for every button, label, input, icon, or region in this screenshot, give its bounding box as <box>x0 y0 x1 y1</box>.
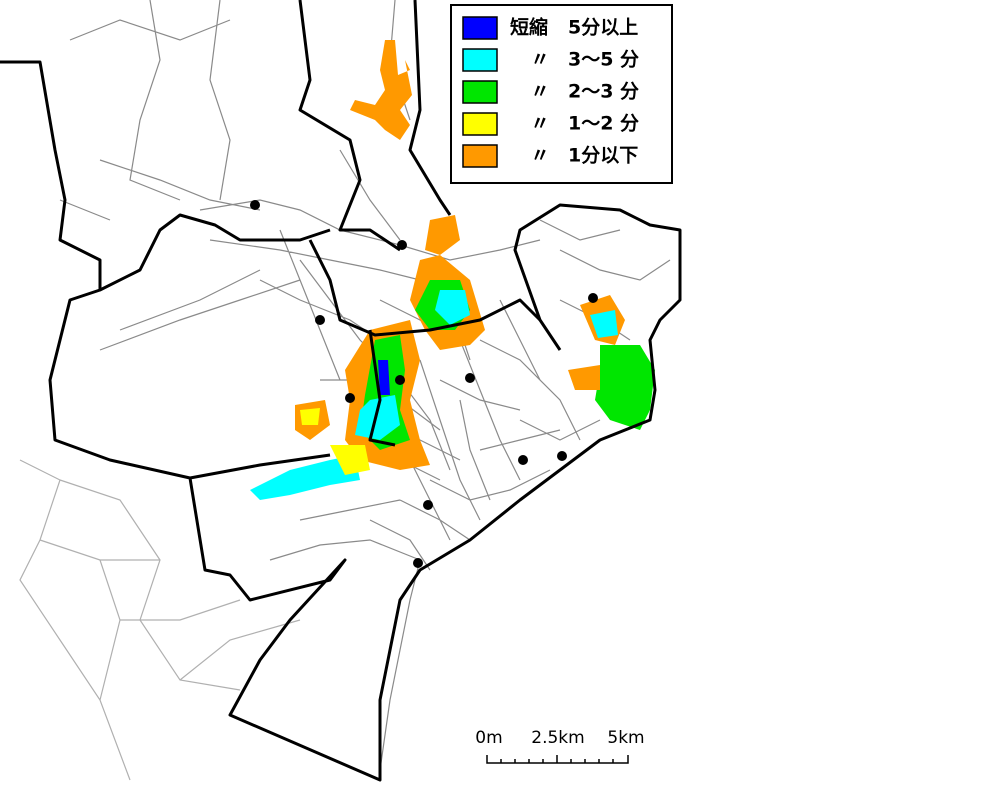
scale-line <box>486 755 629 764</box>
boundary <box>99 0 542 480</box>
station <box>397 240 407 250</box>
legend-swatch <box>462 48 498 72</box>
legend-prefix: 〃 <box>530 145 549 167</box>
legend-swatch <box>462 80 498 104</box>
legend-prefix: 短縮 <box>510 16 548 39</box>
station <box>423 500 433 510</box>
area <box>250 455 360 500</box>
area <box>300 408 320 425</box>
area <box>568 365 600 390</box>
legend-swatch <box>462 16 498 40</box>
area <box>378 360 390 395</box>
scale-label: 2.5km <box>531 728 584 748</box>
area <box>595 345 655 430</box>
legend-swatch <box>462 144 498 168</box>
scale-bar: 0m 2.5km 5km <box>475 728 645 764</box>
station <box>588 293 598 303</box>
legend-label: 1分以下 <box>568 145 638 167</box>
area <box>590 310 618 338</box>
road <box>19 459 301 781</box>
legend-label: 2～3 分 <box>568 81 639 103</box>
station <box>315 315 325 325</box>
boundary <box>0 60 682 782</box>
legend-prefix: 〃 <box>530 113 549 135</box>
stations <box>250 200 598 568</box>
area <box>355 395 400 440</box>
station <box>518 455 528 465</box>
station <box>345 393 355 403</box>
area <box>330 445 370 475</box>
area <box>435 290 470 325</box>
scale-label: 5km <box>607 728 644 748</box>
area <box>350 40 412 140</box>
scale-label: 0m <box>475 728 502 748</box>
legend-prefix: 〃 <box>530 81 549 103</box>
station <box>465 373 475 383</box>
area <box>425 215 460 255</box>
legend: 短縮 5分以上〃 3～5 分〃 2～3 分〃 1～2 分〃 1分以下 <box>450 4 673 184</box>
boundaries <box>0 0 682 782</box>
legend-label: 5分以上 <box>568 17 638 39</box>
station <box>557 451 567 461</box>
legend-label: 1～2 分 <box>568 113 639 135</box>
legend-label: 3～5 分 <box>568 49 639 71</box>
legend-swatch <box>462 112 498 136</box>
station <box>413 558 423 568</box>
station <box>395 375 405 385</box>
station <box>250 200 260 210</box>
legend-prefix: 〃 <box>530 49 549 71</box>
shaded-areas <box>250 40 655 500</box>
